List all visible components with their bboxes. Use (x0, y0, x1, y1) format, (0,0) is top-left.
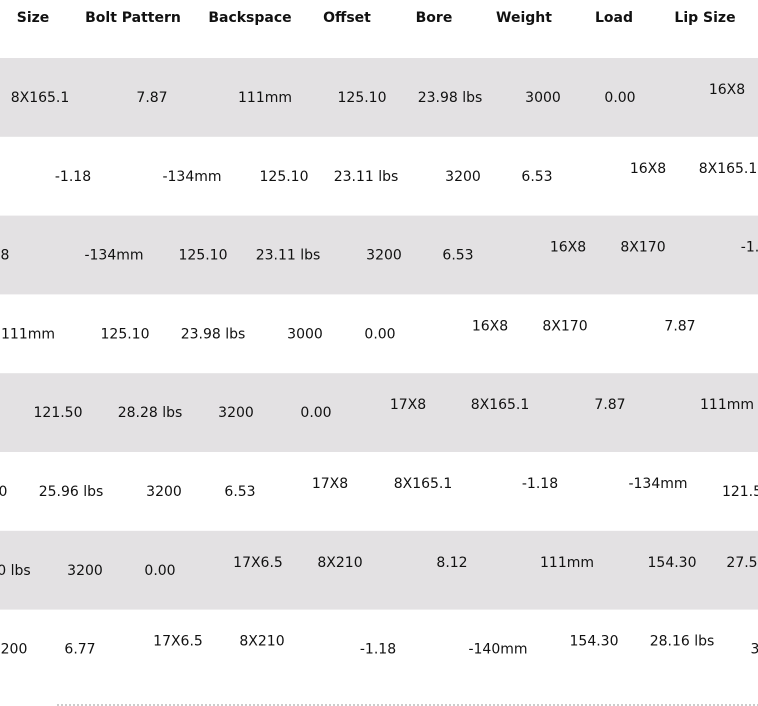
cell: 3200 (445, 169, 481, 185)
cell: 0.00 (300, 405, 331, 421)
cell: 8X165.1 (699, 161, 758, 177)
cell: 0 (0, 484, 7, 500)
cell: 3200 (366, 248, 402, 264)
row-band (0, 530, 758, 610)
cell: 8X170 (542, 318, 587, 334)
cell: 111mm (540, 555, 594, 571)
cell: 17X6.5 (233, 555, 283, 571)
cell: 3 (751, 642, 758, 658)
cell: 16X8 (709, 82, 745, 98)
cell: 23.98 lbs (181, 326, 246, 342)
cell: -134mm (628, 476, 687, 492)
cell: 23.11 lbs (256, 248, 321, 264)
cell: 23.11 lbs (334, 169, 399, 185)
cell: -134mm (84, 248, 143, 264)
cell: 8X170 (620, 240, 665, 256)
cell: 28.28 lbs (118, 405, 183, 421)
column-header: Load (595, 10, 633, 26)
cell: 3200 (146, 484, 182, 500)
row-band (0, 215, 758, 295)
cell: 0.00 (604, 90, 635, 106)
cell: 121.50 (34, 405, 83, 421)
cell: 125.10 (338, 90, 387, 106)
row-band (0, 373, 758, 452)
cell: 8.12 (436, 555, 467, 571)
cell: 17X6.5 (153, 634, 203, 650)
cell: -134mm (162, 169, 221, 185)
cell: 111mm (1, 326, 55, 342)
cell: -1. (741, 240, 758, 256)
cell: 8X210 (239, 634, 284, 650)
cell: 121.5 (722, 484, 758, 500)
row-band (0, 58, 758, 137)
cell: -1.18 (55, 169, 91, 185)
cell: 0 lbs (0, 563, 31, 579)
cell: 23.98 lbs (418, 90, 483, 106)
cell: 16X8 (550, 240, 586, 256)
column-header: Lip Size (674, 10, 735, 26)
cell: 111mm (700, 397, 754, 413)
column-header: Bore (416, 10, 453, 26)
cell: 6.53 (442, 248, 473, 264)
cell: 8X165.1 (11, 90, 70, 106)
cell: 6.53 (224, 484, 255, 500)
cell: 7.87 (664, 318, 695, 334)
cell: 154.30 (648, 555, 697, 571)
column-header: Offset (323, 10, 371, 26)
column-header: Backspace (208, 10, 291, 26)
column-header: Weight (496, 10, 552, 26)
cell: 8 (1, 248, 10, 264)
cell: 3200 (218, 405, 254, 421)
cell: 3000 (287, 326, 323, 342)
cell: 125.10 (179, 248, 228, 264)
cell: 8X165.1 (471, 397, 530, 413)
cell: 8X165.1 (394, 476, 453, 492)
cell: 200 (1, 642, 28, 658)
cell: 8X210 (317, 555, 362, 571)
cell: 0.00 (364, 326, 395, 342)
cell: 125.10 (101, 326, 150, 342)
cell: 125.10 (260, 169, 309, 185)
cell: 154.30 (570, 634, 619, 650)
cell: 25.96 lbs (39, 484, 104, 500)
cell: 111mm (238, 90, 292, 106)
cell: 7.87 (594, 397, 625, 413)
column-header: Bolt Pattern (85, 10, 181, 26)
cell: 3200 (67, 563, 103, 579)
column-header: Size (17, 10, 50, 26)
cell: 17X8 (390, 397, 426, 413)
cell: 6.77 (64, 642, 95, 658)
cell: -140mm (468, 642, 527, 658)
cell: 6.53 (521, 169, 552, 185)
cell: 3000 (525, 90, 561, 106)
cell: 28.16 lbs (650, 634, 715, 650)
cell: 16X8 (472, 318, 508, 334)
cell: -1.18 (360, 642, 396, 658)
cell: 7.87 (136, 90, 167, 106)
cell: -1.18 (522, 476, 558, 492)
cell: 17X8 (312, 476, 348, 492)
cell: 0.00 (144, 563, 175, 579)
cell: 16X8 (630, 161, 666, 177)
cell: 27.5 (726, 555, 757, 571)
